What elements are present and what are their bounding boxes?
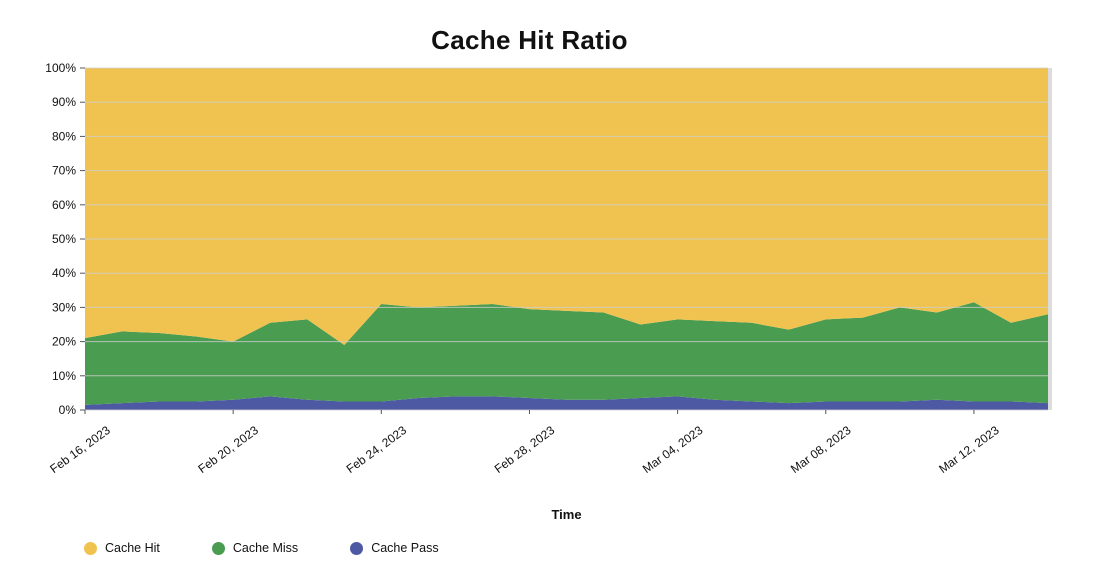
legend-marker-cache-miss-icon: [211, 541, 225, 555]
area-cache-pass: [85, 396, 1048, 410]
chart-title: Cache Hit Ratio: [431, 25, 628, 55]
legend-label-cache-pass: Cache Pass: [371, 541, 439, 555]
y-tick-label: 90%: [52, 95, 76, 109]
y-tick-label: 100%: [45, 61, 76, 75]
y-tick-label: 50%: [52, 232, 76, 246]
x-tick-label: Feb 28, 2023: [492, 423, 558, 476]
x-axis-title: Time: [551, 507, 582, 522]
x-tick-label: Feb 20, 2023: [195, 423, 261, 476]
legend-item-cache-pass[interactable]: Cache Pass: [350, 541, 439, 555]
legend-marker-cache-hit-icon: [84, 541, 97, 555]
legend: Cache Hit Cache Miss Cache Pass: [84, 541, 439, 555]
y-tick-label: 60%: [52, 198, 76, 212]
legend-label-cache-hit: Cache Hit: [105, 541, 160, 555]
y-tick-label: 80%: [52, 129, 76, 143]
legend-item-cache-hit[interactable]: Cache Hit: [84, 541, 160, 555]
x-tick-label: Mar 08, 2023: [788, 423, 854, 476]
legend-marker-cache-pass-icon: [350, 541, 364, 555]
y-tick-label: 40%: [52, 266, 76, 280]
x-tick-label: Feb 16, 2023: [47, 423, 113, 476]
y-tick-label: 20%: [52, 335, 76, 349]
legend-item-cache-miss[interactable]: Cache Miss: [211, 541, 299, 555]
x-tick-label: Mar 12, 2023: [936, 423, 1002, 476]
y-tick-label: 10%: [52, 369, 76, 383]
y-tick-label: 0%: [59, 403, 77, 417]
y-tick-label: 30%: [52, 300, 76, 314]
area-cache-hit: [85, 68, 1048, 346]
area-cache-miss: [85, 302, 1048, 405]
y-tick-label: 70%: [52, 164, 76, 178]
x-tick-label: Mar 04, 2023: [640, 423, 706, 476]
x-tick-label: Feb 24, 2023: [344, 423, 410, 476]
legend-label-cache-miss: Cache Miss: [232, 541, 299, 555]
